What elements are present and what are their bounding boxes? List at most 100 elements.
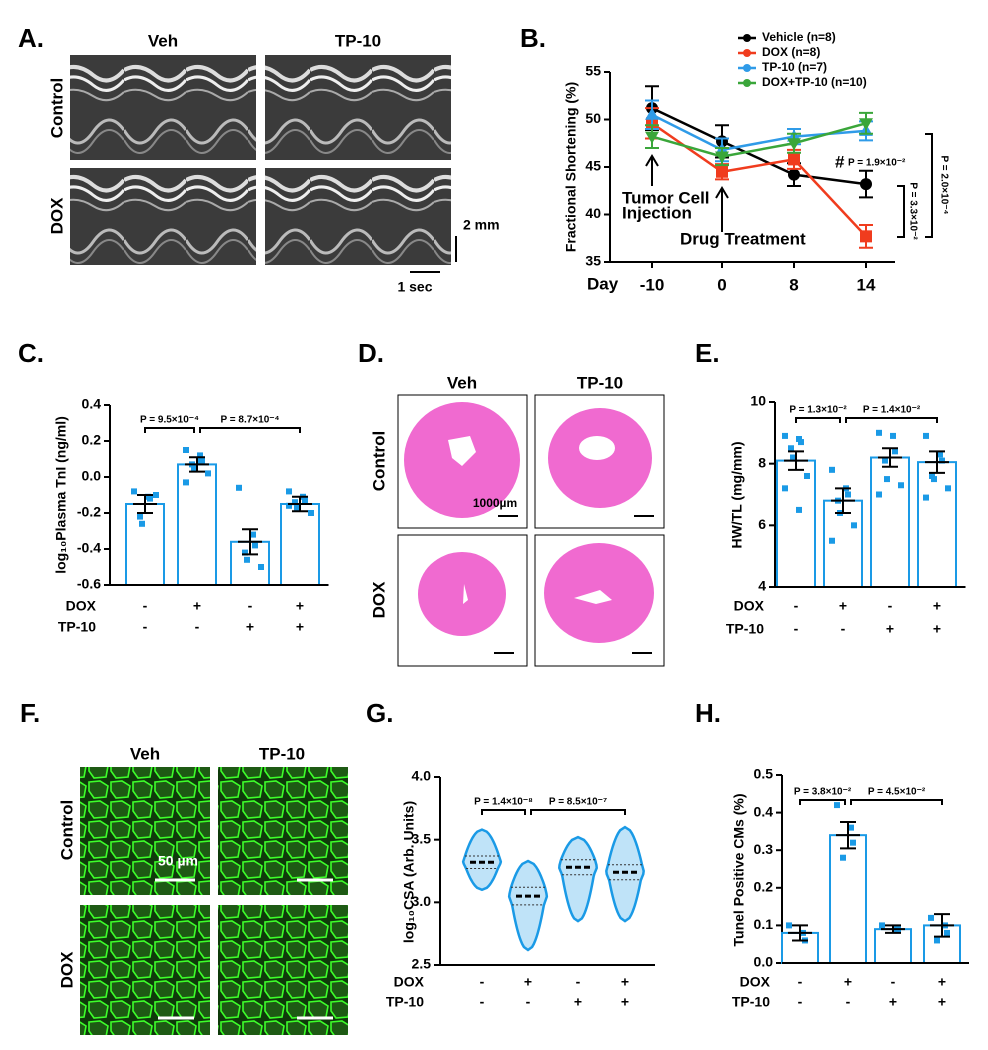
error-bar bbox=[925, 450, 949, 474]
x-tick-label: -10 bbox=[640, 275, 665, 294]
row-sign: - bbox=[888, 598, 893, 614]
significance-bracket bbox=[530, 809, 626, 815]
marker bbox=[716, 165, 728, 178]
y-tick-label: 45 bbox=[585, 158, 601, 174]
row-label: TP-10 bbox=[726, 621, 764, 637]
data-point bbox=[286, 488, 292, 495]
data-point bbox=[876, 491, 882, 498]
row-sign: + bbox=[844, 974, 852, 990]
fluorescence-image bbox=[218, 767, 348, 895]
y-tick-label: 0.2 bbox=[754, 879, 774, 895]
y-tick-label: -0.6 bbox=[77, 576, 101, 592]
row-sign: + bbox=[886, 621, 894, 637]
p-value: P = 3.3×10⁻² bbox=[907, 182, 918, 240]
data-point bbox=[945, 485, 951, 492]
panel-label: F. bbox=[20, 698, 40, 728]
row-label: TP-10 bbox=[386, 994, 424, 1010]
annotation: Tumor Cell bbox=[622, 188, 710, 207]
data-point bbox=[205, 470, 211, 477]
fluorescence-image bbox=[80, 767, 210, 895]
row-sign: + bbox=[296, 619, 304, 635]
p-value: P = 8.5×10⁻⁷ bbox=[549, 797, 607, 808]
data-point bbox=[250, 531, 256, 538]
row-label: DOX bbox=[66, 598, 97, 614]
error-bar bbox=[878, 447, 902, 468]
marker bbox=[859, 118, 873, 131]
data-point bbox=[923, 432, 929, 439]
p-value: P = 1.9×10⁻² bbox=[848, 158, 906, 169]
legend-marker bbox=[743, 49, 751, 57]
panel-label: C. bbox=[18, 338, 44, 368]
marker bbox=[860, 230, 872, 243]
panel-label: B. bbox=[520, 23, 546, 53]
y-tick-label: 8 bbox=[758, 454, 766, 470]
data-point bbox=[788, 445, 794, 452]
row-sign: - bbox=[794, 621, 799, 637]
y-axis-label: log₁₀Plasma TnI (ng/ml) bbox=[53, 416, 69, 574]
bar bbox=[125, 503, 165, 586]
significance-bracket bbox=[799, 799, 846, 805]
row-sign: - bbox=[841, 621, 846, 637]
marker bbox=[788, 168, 800, 181]
significance-bracket bbox=[925, 133, 933, 238]
data-point bbox=[840, 854, 846, 861]
lumen bbox=[463, 584, 468, 604]
data-point bbox=[286, 502, 292, 509]
data-point bbox=[923, 494, 929, 501]
y-axis-label: HW/TL (mg/mm) bbox=[729, 441, 745, 548]
significance-bracket bbox=[199, 427, 301, 433]
legend-label: TP-10 (n=7) bbox=[762, 60, 827, 74]
y-tick-label: 10 bbox=[750, 393, 766, 409]
error-bar bbox=[784, 450, 808, 471]
data-point bbox=[252, 542, 258, 549]
y-tick-label: 0.0 bbox=[754, 954, 774, 970]
arrow bbox=[715, 186, 729, 232]
data-point bbox=[884, 476, 890, 483]
row-sign: + bbox=[889, 994, 897, 1010]
heart-section bbox=[418, 552, 506, 636]
data-point bbox=[153, 492, 159, 498]
violin bbox=[557, 835, 599, 923]
panel-label: E. bbox=[695, 338, 720, 368]
y-tick-label: 0.0 bbox=[82, 468, 102, 484]
legend-label: DOX (n=8) bbox=[762, 45, 820, 59]
data-point bbox=[258, 564, 264, 570]
data-point bbox=[292, 499, 298, 506]
data-point bbox=[786, 922, 792, 929]
marker bbox=[715, 151, 729, 164]
row-label: Control bbox=[369, 431, 388, 491]
annotation: Injection bbox=[622, 203, 692, 222]
y-tick-label: 4.0 bbox=[412, 768, 432, 784]
significance-bracket bbox=[481, 809, 526, 815]
y-tick-label: 0.3 bbox=[754, 841, 774, 857]
data-point bbox=[851, 522, 857, 529]
y-tick-label: 35 bbox=[585, 253, 601, 269]
data-point bbox=[782, 485, 788, 492]
y-axis-label: log₁₀CSA (Arb. Units) bbox=[401, 801, 417, 943]
data-point bbox=[147, 495, 153, 502]
y-tick-label: 55 bbox=[585, 63, 601, 79]
x-tick-label: 0 bbox=[717, 275, 726, 294]
row-label: DOX bbox=[394, 974, 425, 990]
data-point bbox=[850, 839, 856, 846]
column-label: TP-10 bbox=[259, 744, 305, 763]
row-sign: - bbox=[846, 994, 851, 1010]
panel-label: A. bbox=[18, 23, 44, 53]
column-label: TP-10 bbox=[577, 373, 623, 392]
data-point bbox=[882, 457, 888, 464]
y-tick-label: 40 bbox=[585, 205, 601, 221]
row-sign: - bbox=[195, 619, 200, 635]
data-point bbox=[131, 488, 137, 495]
panel-label: H. bbox=[695, 698, 721, 728]
p-value: P = 1.4×10⁻² bbox=[863, 405, 921, 416]
column-label: Veh bbox=[148, 31, 178, 50]
data-point bbox=[191, 465, 197, 471]
data-point bbox=[804, 473, 810, 479]
data-point bbox=[294, 504, 300, 511]
row-sign: - bbox=[891, 974, 896, 990]
p-value: P = 1.4×10⁻⁸ bbox=[474, 797, 533, 808]
data-point bbox=[934, 937, 940, 944]
row-sign: - bbox=[526, 994, 531, 1010]
error-bar bbox=[288, 495, 312, 513]
error-bar bbox=[185, 456, 209, 473]
